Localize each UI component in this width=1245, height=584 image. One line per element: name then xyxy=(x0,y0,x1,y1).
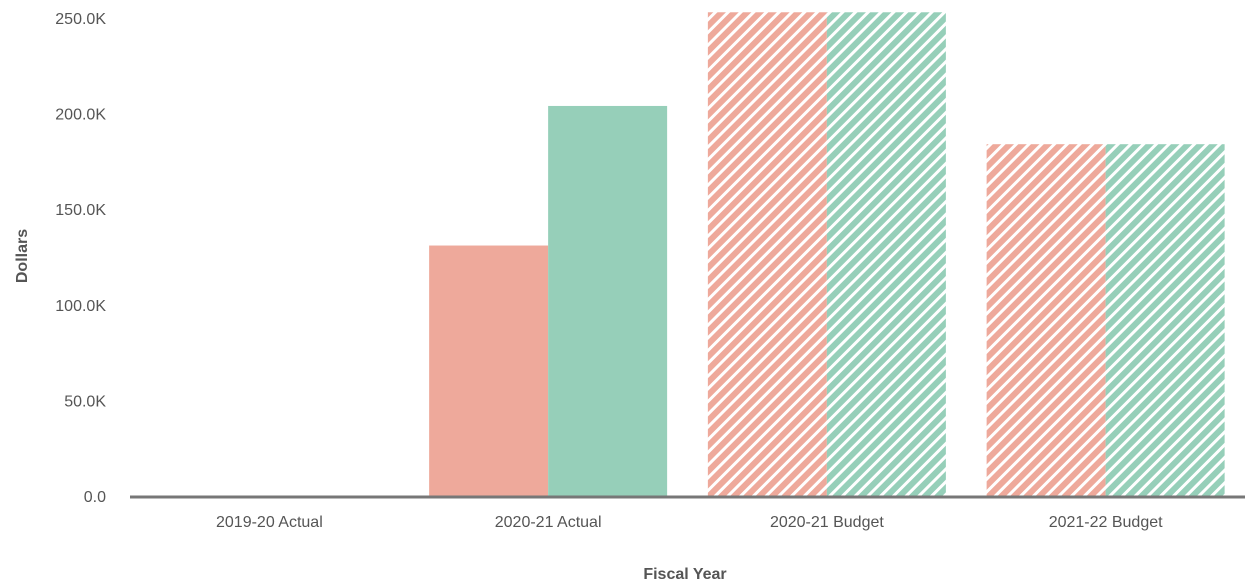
y-axis-title: Dollars xyxy=(14,229,31,283)
y-tick-label: 200.0K xyxy=(55,107,106,124)
bar[interactable] xyxy=(548,105,668,497)
x-tick-label: 2021-22 Budget xyxy=(1049,514,1163,531)
x-axis-title: Fiscal Year xyxy=(643,566,726,583)
y-tick-label: 0.0 xyxy=(84,489,106,506)
bar[interactable] xyxy=(1105,144,1225,496)
y-tick-label: 150.0K xyxy=(55,202,106,219)
x-tick-label: 2020-21 Actual xyxy=(495,514,602,531)
y-tick-label: 50.0K xyxy=(64,393,106,410)
bar[interactable] xyxy=(707,12,827,496)
x-axis-ticks: 2019-20 Actual 2020-21 Actual 2020-21 Budg… xyxy=(216,514,1163,531)
x-tick-label: 2020-21 Budget xyxy=(770,514,884,531)
bar[interactable] xyxy=(429,245,549,496)
bars xyxy=(429,12,1225,497)
x-tick-label: 2019-20 Actual xyxy=(216,514,323,531)
y-tick-label: 250.0K xyxy=(55,11,106,28)
bar[interactable] xyxy=(826,12,946,496)
y-axis-ticks: 0.0 50.0K 100.0K 150.0K 200.0K 250.0K xyxy=(55,11,106,506)
y-tick-label: 100.0K xyxy=(55,298,106,315)
bar[interactable] xyxy=(986,144,1106,496)
